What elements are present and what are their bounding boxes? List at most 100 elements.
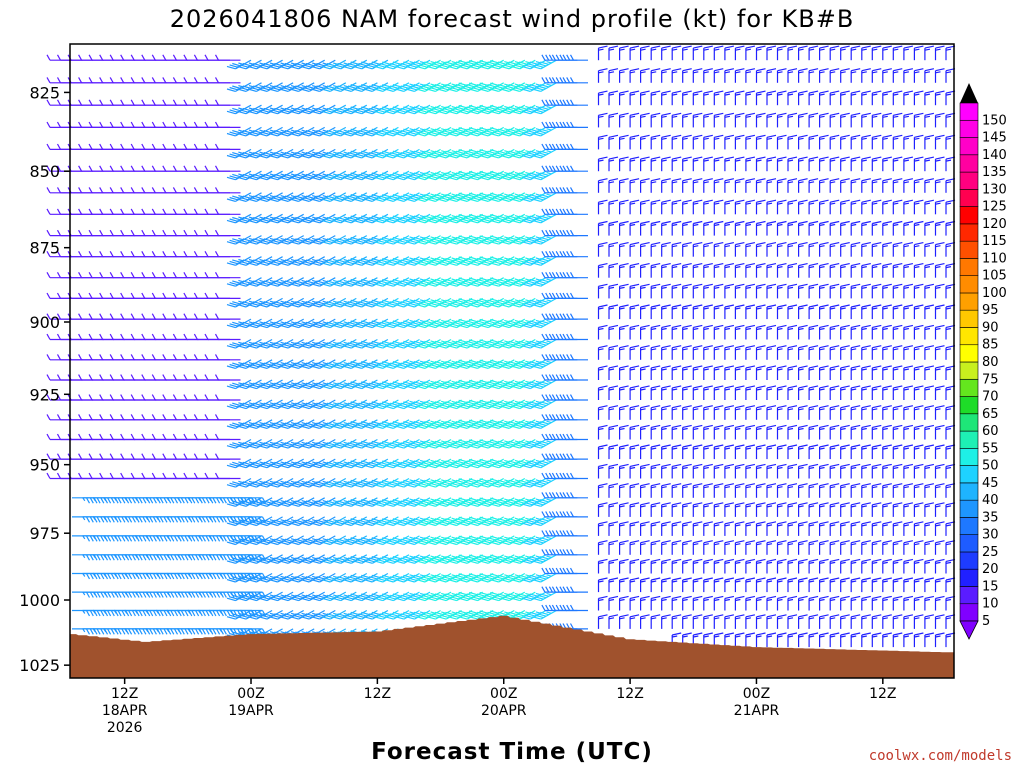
wind-barb-flag xyxy=(279,385,289,390)
wind-barb-flag xyxy=(232,500,241,504)
wind-barb-half-flag xyxy=(248,129,255,133)
wind-barb-half-flag xyxy=(238,341,244,345)
wind-barb-half-flag xyxy=(259,151,265,155)
wind-barb-flag xyxy=(216,535,221,542)
wind-barb-flag xyxy=(204,333,209,340)
wind-barb-flag xyxy=(321,132,331,137)
wind-barb-flag xyxy=(99,121,104,128)
wind-barb-flag xyxy=(268,154,278,159)
wind-barb-flag xyxy=(284,382,294,387)
wind-barb-flag xyxy=(250,558,260,563)
wind-barb-flag xyxy=(130,143,135,150)
wind-barb-flag xyxy=(268,324,278,329)
wind-barb-flag xyxy=(253,280,262,284)
wind-barb-flag xyxy=(239,218,249,222)
wind-barb-half-flag xyxy=(248,441,255,445)
wind-barb-flag xyxy=(226,484,236,488)
wind-barb-half-flag xyxy=(269,362,276,365)
wind-barb-flag xyxy=(184,535,189,542)
wind-barb-half-flag xyxy=(238,85,244,88)
wind-barb-flag xyxy=(237,324,247,329)
wind-barb-flag xyxy=(311,464,320,469)
wind-barb-flag xyxy=(282,323,291,327)
wind-barb-half-flag xyxy=(250,610,254,614)
wind-barb-flag xyxy=(229,196,239,201)
wind-barb-flag xyxy=(290,110,299,115)
wind-barb-flag xyxy=(130,394,135,401)
wind-barb-flag xyxy=(247,154,257,159)
wind-barb-flag xyxy=(282,343,291,348)
wind-barb-flag xyxy=(313,423,323,428)
wind-barb-flag xyxy=(305,62,315,67)
wind-barb-flag xyxy=(242,461,252,466)
wind-barb-flag xyxy=(237,176,247,181)
wind-barb-flag xyxy=(239,64,249,68)
wind-barb-flag xyxy=(268,445,278,449)
wind-barb-flag xyxy=(152,610,157,617)
wind-barb-flag xyxy=(204,251,209,257)
wind-barb-half-flag xyxy=(259,422,265,425)
wind-barb-flag xyxy=(141,453,146,460)
wind-barb-flag xyxy=(300,88,310,92)
wind-barb-flag xyxy=(263,422,273,427)
wind-barb-flag xyxy=(110,516,115,523)
wind-barb-flag xyxy=(151,229,156,236)
wind-barb-flag xyxy=(303,521,312,525)
wind-barb-flag xyxy=(268,65,278,70)
wind-barb-flag xyxy=(141,374,146,381)
wind-barb-flag xyxy=(120,414,125,421)
wind-barb-flag xyxy=(100,610,105,617)
wind-barb-flag xyxy=(85,573,91,580)
wind-barb-flag xyxy=(193,354,198,361)
wind-barb-half-flag xyxy=(238,107,244,110)
wind-barb-half-flag xyxy=(238,300,244,304)
wind-barb-flag xyxy=(250,175,260,179)
wind-barb-flag xyxy=(324,153,334,158)
wind-barb-flag xyxy=(316,422,326,427)
wind-barb-flag xyxy=(46,187,51,194)
wind-barb-flag xyxy=(229,323,239,327)
wind-barb-flag xyxy=(204,121,209,128)
wind-barb-flag xyxy=(253,85,262,90)
wind-barb-flag xyxy=(253,613,262,617)
wind-barb-flag xyxy=(258,304,268,308)
wind-barb-flag xyxy=(303,363,312,368)
wind-barb-flag xyxy=(120,165,125,172)
wind-barb-flag xyxy=(201,516,206,523)
wind-barb-flag xyxy=(284,481,294,485)
wind-barb-half-flag xyxy=(238,556,244,560)
wind-barb-flag xyxy=(261,614,270,619)
wind-barb-half-flag xyxy=(322,129,328,133)
wind-barb-flag xyxy=(274,301,284,305)
wind-barb-flag xyxy=(184,591,189,598)
wind-barb-flag xyxy=(120,313,125,320)
wind-barb-flag xyxy=(172,121,177,128)
wind-barb-half-flag xyxy=(301,237,307,241)
wind-barb-flag xyxy=(141,292,146,299)
wind-barb-flag xyxy=(152,497,157,504)
wind-barb-flag xyxy=(99,453,104,460)
wind-barb-flag xyxy=(316,519,326,524)
wind-barb-flag xyxy=(261,521,270,525)
wind-barb-flag xyxy=(183,354,188,361)
wind-barb-flag xyxy=(109,292,114,299)
wind-barb-half-flag xyxy=(280,362,286,365)
wind-barb-flag xyxy=(222,573,227,580)
wind-barb-flag xyxy=(120,472,125,479)
wind-barb-flag xyxy=(258,560,268,564)
wind-barb-flag xyxy=(239,540,249,544)
wind-barb-flag xyxy=(268,132,278,137)
wind-barb-flag xyxy=(311,304,320,308)
wind-barb-flag xyxy=(172,54,177,61)
wind-barb-flag xyxy=(279,198,289,202)
wind-barb-flag xyxy=(214,229,220,236)
wind-barb-half-flag xyxy=(290,62,297,65)
wind-barb-flag xyxy=(191,516,196,523)
wind-barb-flag xyxy=(303,281,312,286)
wind-barb-flag xyxy=(290,484,299,488)
wind-barb-flag xyxy=(109,121,114,128)
wind-barb-flag xyxy=(300,365,310,369)
wind-barb-flag xyxy=(311,445,320,449)
wind-barb-flag xyxy=(205,535,210,542)
wind-barb-flag xyxy=(229,482,239,487)
